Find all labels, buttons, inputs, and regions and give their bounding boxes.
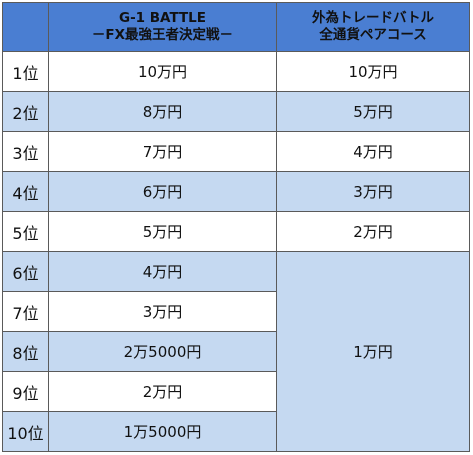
g1-prize-cell: 8万円 [48, 91, 277, 132]
table-row: 9位 2万円 [2, 371, 470, 412]
rank-cell: 5位 [2, 211, 49, 252]
g1-prize-cell: 4万円 [48, 251, 277, 292]
fx-prize-cell: 4万円 [276, 131, 470, 172]
rank-cell: 6位 [2, 251, 49, 292]
table-row: 1位 10万円 10万円 [2, 51, 470, 92]
g1-prize-cell: 1万5000円 [48, 411, 277, 452]
g1-title: G-1 BATTLE [118, 10, 207, 26]
g1-prize-cell: 10万円 [48, 51, 277, 92]
rank-cell: 3位 [2, 131, 49, 172]
g1-prize-cell: 2万円 [48, 371, 277, 412]
fx-prize-cell: 5万円 [276, 91, 470, 132]
rank-header-cell [2, 2, 49, 52]
rank-cell: 1位 [2, 51, 49, 92]
g1-prize-cell: 5万円 [48, 211, 277, 252]
table-row: 7位 3万円 [2, 291, 470, 332]
g1-prize-cell: 7万円 [48, 131, 277, 172]
rank-cell: 7位 [2, 291, 49, 332]
g1-battle-header: G-1 BATTLE －FX最強王者決定戦－ [48, 2, 277, 52]
g1-prize-cell: 3万円 [48, 291, 277, 332]
prize-table: G-1 BATTLE －FX最強王者決定戦－ 外為トレードバトル 全通貨ペアコー… [2, 2, 470, 452]
rank-cell: 2位 [2, 91, 49, 132]
rank-cell: 8位 [2, 331, 49, 372]
rank-cell: 9位 [2, 371, 49, 412]
g1-subtitle: －FX最強王者決定戦－ [91, 27, 234, 43]
fx-subtitle: 全通貨ペアコース [319, 27, 427, 43]
fx-prize-cell: 2万円 [276, 211, 470, 252]
g1-prize-cell: 6万円 [48, 171, 277, 212]
fx-prize-cell: 10万円 [276, 51, 470, 92]
rank-cell: 4位 [2, 171, 49, 212]
header-row: G-1 BATTLE －FX最強王者決定戦－ 外為トレードバトル 全通貨ペアコー… [2, 2, 470, 52]
table-row: 6位 4万円 1万円 [2, 251, 470, 452]
table-row: 2位 8万円 5万円 [2, 91, 470, 132]
table-row: 5位 5万円 2万円 [2, 211, 470, 252]
table-row: 4位 6万円 3万円 [2, 171, 470, 212]
fx-title: 外為トレードバトル [312, 10, 434, 26]
table-row: 8位 2万5000円 [2, 331, 470, 372]
fx-trade-battle-header: 外為トレードバトル 全通貨ペアコース [276, 2, 470, 52]
g1-prize-cell: 2万5000円 [48, 331, 277, 372]
table-row: 3位 7万円 4万円 [2, 131, 470, 172]
rank-cell: 10位 [2, 411, 49, 452]
fx-prize-cell-merged: 1万円 [276, 251, 470, 452]
table-row: 10位 1万5000円 [2, 411, 470, 452]
fx-prize-cell: 3万円 [276, 171, 470, 212]
